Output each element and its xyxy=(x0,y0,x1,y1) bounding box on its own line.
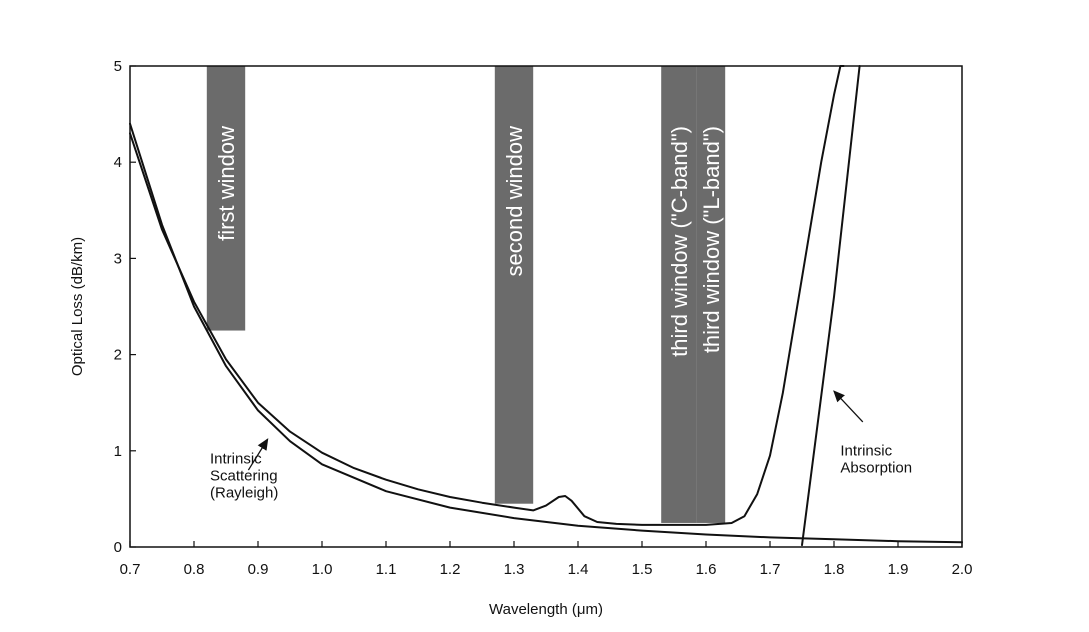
x-tick-label: 0.9 xyxy=(248,561,269,578)
band-label-1: first window xyxy=(214,126,239,241)
x-tick-label: 0.8 xyxy=(184,561,205,578)
band-4 xyxy=(696,66,726,523)
band-1 xyxy=(206,66,246,331)
plot-frame xyxy=(129,65,963,548)
x-tick-label: 1.7 xyxy=(760,561,781,578)
y-tick-label: 3 xyxy=(114,250,122,267)
y-tick-label: 5 xyxy=(114,58,122,75)
y-tick-label: 4 xyxy=(114,154,122,171)
x-tick-label: 0.7 xyxy=(120,561,141,578)
x-axis-label: Wavelength (μm) xyxy=(489,601,603,618)
x-tick-label: 1.4 xyxy=(568,561,589,578)
y-tick-label: 0 xyxy=(114,539,122,556)
band-label-4: third window ("L-band") xyxy=(699,126,724,353)
x-tick-label: 1.1 xyxy=(376,561,397,578)
x-tick-label: 1.6 xyxy=(696,561,717,578)
series-line-3 xyxy=(801,65,861,547)
series-line-1 xyxy=(129,65,845,526)
x-tick-label: 1.0 xyxy=(312,561,333,578)
y-axis-label: Optical Loss (dB/km) xyxy=(69,237,86,376)
y-tick-label: 2 xyxy=(114,347,122,364)
band-3 xyxy=(661,66,697,523)
x-tick-label: 1.3 xyxy=(504,561,525,578)
band-2 xyxy=(494,66,534,504)
x-tick-label: 1.2 xyxy=(440,561,461,578)
x-tick-label: 2.0 xyxy=(952,561,973,578)
x-tick-label: 1.5 xyxy=(632,561,653,578)
y-tick-label: 1 xyxy=(114,443,122,460)
x-tick-label: 1.8 xyxy=(824,561,845,578)
annotation-2: Intrinsic Absorption xyxy=(840,443,912,477)
annotation-1: Intrinsic Scattering (Rayleigh) xyxy=(210,450,278,501)
annotation-arrow-2 xyxy=(833,390,864,423)
annotation-arrow-1 xyxy=(247,438,269,471)
x-tick-label: 1.9 xyxy=(888,561,909,578)
band-label-2: second window xyxy=(502,126,527,277)
series-line-2 xyxy=(129,122,963,544)
band-label-3: third window ("C-band") xyxy=(667,126,692,357)
